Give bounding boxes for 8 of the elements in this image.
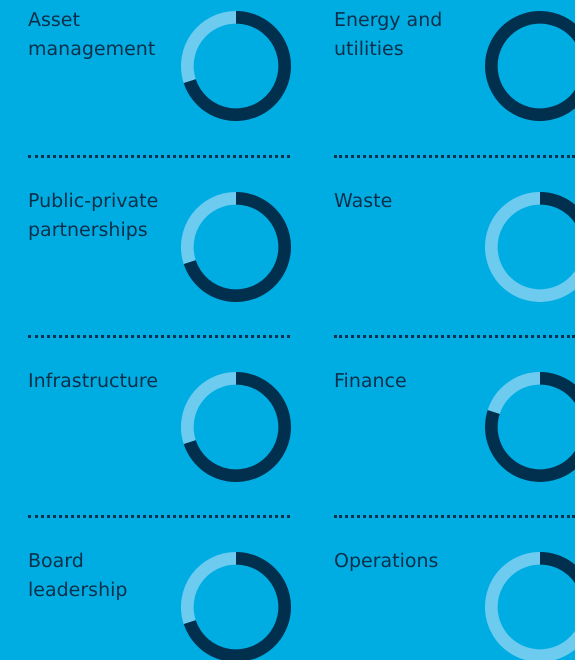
text: Asset management: [28, 8, 156, 62]
text: Board leadership: [28, 549, 128, 603]
chart-title: Operations: [334, 549, 440, 574]
chart-title: Infrastructure: [28, 369, 160, 394]
chart-title: Finance: [334, 369, 408, 394]
chart-title: Waste: [334, 189, 394, 214]
text: Public-private partnerships: [28, 189, 160, 243]
text: Energy and utilities: [334, 8, 444, 62]
